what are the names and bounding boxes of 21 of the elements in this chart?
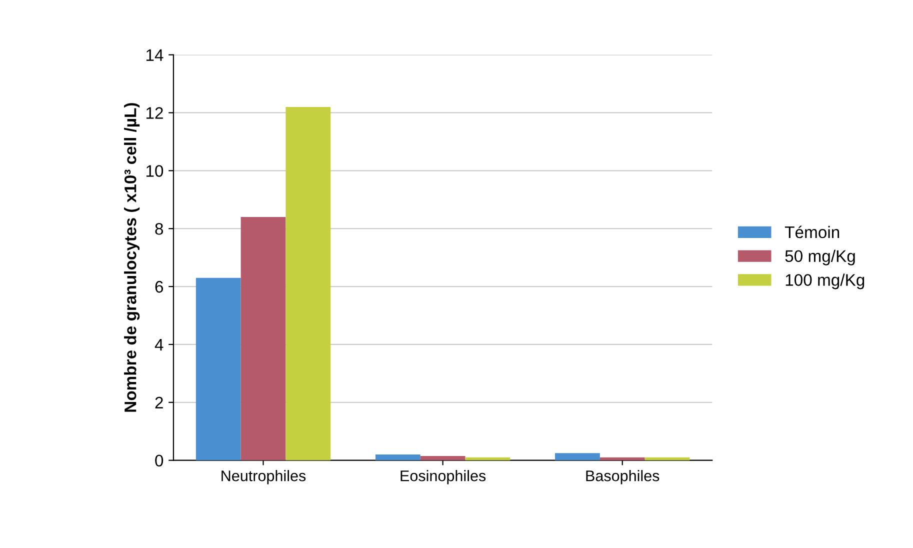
legend-label: Témoin [784, 226, 840, 238]
bar [375, 454, 420, 460]
x-tick-label: Neutrophiles [222, 470, 306, 484]
y-tick-label: 14 [146, 49, 164, 61]
y-tick-label: 2 [155, 396, 163, 408]
y-tick-label: 0 [155, 454, 164, 467]
bar [555, 453, 600, 460]
y-tick-label: 4 [154, 339, 164, 350]
y-tick-label: 12 [146, 107, 163, 119]
bar [196, 278, 241, 460]
legend-label: 50 mg/Kg [785, 250, 855, 266]
y-axis-title: Nombre de granulocytes ( x10³ cell /µL) [124, 103, 140, 412]
bar [286, 106, 331, 460]
y-tick-label: 6 [155, 280, 164, 293]
bar [240, 217, 286, 460]
y-tick-label: 10 [146, 165, 164, 177]
legend-label: 100 mg/Kg [786, 274, 864, 290]
x-tick-label: Basophiles [586, 470, 660, 484]
x-tick-label: Eosinophiles [400, 470, 486, 484]
y-tick-label: 8 [155, 222, 164, 235]
bar [420, 456, 466, 460]
